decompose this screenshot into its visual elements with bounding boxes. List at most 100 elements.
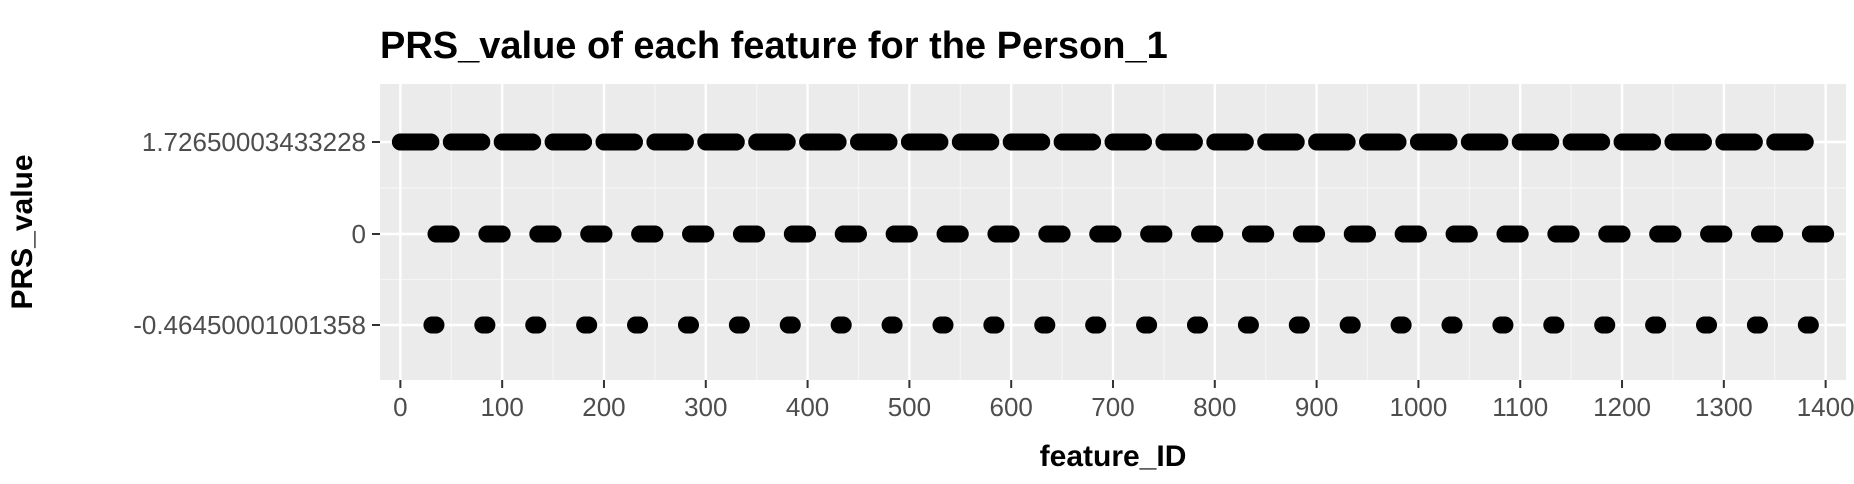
x-tick-label: 1200 <box>1593 392 1651 422</box>
data-point <box>880 133 898 151</box>
data-point <box>1084 133 1102 151</box>
data-point <box>442 225 460 243</box>
data-point <box>1817 225 1835 243</box>
y-axis: -0.46450001001358 0 1.72650003433228 <box>133 127 380 340</box>
data-point <box>1135 133 1153 151</box>
data-point <box>1649 316 1667 334</box>
data-point <box>1511 225 1529 243</box>
data-point <box>1801 316 1819 334</box>
data-point <box>1593 133 1611 151</box>
data-point <box>1287 133 1305 151</box>
x-tick-label: 400 <box>786 392 829 422</box>
x-tick-label: 500 <box>888 392 931 422</box>
data-point <box>727 133 745 151</box>
data-point <box>1766 225 1784 243</box>
data-point <box>1053 225 1071 243</box>
data-point <box>834 316 852 334</box>
data-point <box>626 133 644 151</box>
data-point <box>1562 225 1580 243</box>
data-point <box>783 316 801 334</box>
x-axis: 0 100 200 300 400 500 600 700 800 900 1000 1100 1200… <box>393 380 1854 422</box>
data-point <box>524 133 542 151</box>
data-point <box>682 316 700 334</box>
y-tick-label: 1.72650003433228 <box>142 127 366 157</box>
data-point <box>1002 225 1020 243</box>
data-point <box>1257 225 1275 243</box>
data-point <box>595 225 613 243</box>
data-point <box>575 133 593 151</box>
data-point <box>1394 316 1412 334</box>
data-point <box>732 316 750 334</box>
data-point <box>951 225 969 243</box>
x-tick-label: 1100 <box>1492 392 1548 422</box>
data-point <box>1460 225 1478 243</box>
data-point <box>885 316 903 334</box>
data-point <box>987 316 1005 334</box>
data-point <box>778 133 796 151</box>
data-point <box>1089 316 1107 334</box>
data-point <box>1664 225 1682 243</box>
data-point <box>1440 133 1458 151</box>
data-point <box>1491 133 1509 151</box>
x-tick-label: 900 <box>1295 392 1338 422</box>
y-tick-label: -0.46450001001358 <box>133 310 366 340</box>
data-point <box>1613 225 1631 243</box>
data-point <box>473 133 491 151</box>
data-point <box>1496 316 1514 334</box>
data-point <box>631 316 649 334</box>
data-point <box>799 225 817 243</box>
data-point <box>1598 316 1616 334</box>
x-tick-label: 600 <box>989 392 1032 422</box>
data-point <box>1547 316 1565 334</box>
data-point <box>646 225 664 243</box>
chart-title: PRS_value of each feature for the Person… <box>380 25 1168 67</box>
data-point <box>422 133 440 151</box>
data-point <box>936 316 954 334</box>
data-point <box>1338 133 1356 151</box>
data-point <box>1241 316 1259 334</box>
x-tick-label: 800 <box>1193 392 1236 422</box>
data-point <box>1750 316 1768 334</box>
data-points <box>391 133 1835 334</box>
data-point <box>1185 133 1203 151</box>
data-point <box>982 133 1000 151</box>
data-point <box>1700 316 1718 334</box>
x-tick-label: 1300 <box>1695 392 1753 422</box>
data-point <box>900 225 918 243</box>
data-point <box>1236 133 1254 151</box>
data-point <box>1140 316 1158 334</box>
data-point <box>1033 133 1051 151</box>
x-tick-label: 300 <box>684 392 727 422</box>
data-point <box>1191 316 1209 334</box>
data-point <box>478 316 496 334</box>
data-point <box>1745 133 1763 151</box>
data-point <box>580 316 598 334</box>
data-point <box>493 225 511 243</box>
data-point <box>1359 225 1377 243</box>
data-point <box>931 133 949 151</box>
x-tick-label: 1000 <box>1389 392 1447 422</box>
data-point <box>1409 225 1427 243</box>
data-point <box>1104 225 1122 243</box>
data-point <box>1155 225 1173 243</box>
data-point <box>1644 133 1662 151</box>
data-point <box>1694 133 1712 151</box>
data-point <box>1389 133 1407 151</box>
x-tick-label: 100 <box>480 392 523 422</box>
data-point <box>529 316 547 334</box>
data-point <box>1292 316 1310 334</box>
data-point <box>748 225 766 243</box>
data-point <box>1715 225 1733 243</box>
data-point <box>1542 133 1560 151</box>
data-point <box>1038 316 1056 334</box>
y-tick-label: 0 <box>352 219 366 249</box>
data-point <box>1445 316 1463 334</box>
x-tick-label: 700 <box>1091 392 1134 422</box>
data-point <box>427 316 445 334</box>
x-tick-label: 0 <box>393 392 407 422</box>
data-point <box>1206 225 1224 243</box>
data-point <box>697 225 715 243</box>
x-tick-label: 1400 <box>1797 392 1854 422</box>
data-point <box>1308 225 1326 243</box>
